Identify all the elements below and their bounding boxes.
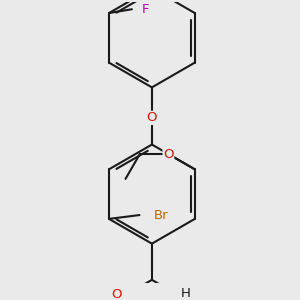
Text: O: O [163,148,174,160]
Text: O: O [111,288,122,300]
Text: Br: Br [154,208,168,222]
Text: F: F [141,3,149,16]
Text: O: O [147,111,157,124]
Text: H: H [181,287,190,300]
